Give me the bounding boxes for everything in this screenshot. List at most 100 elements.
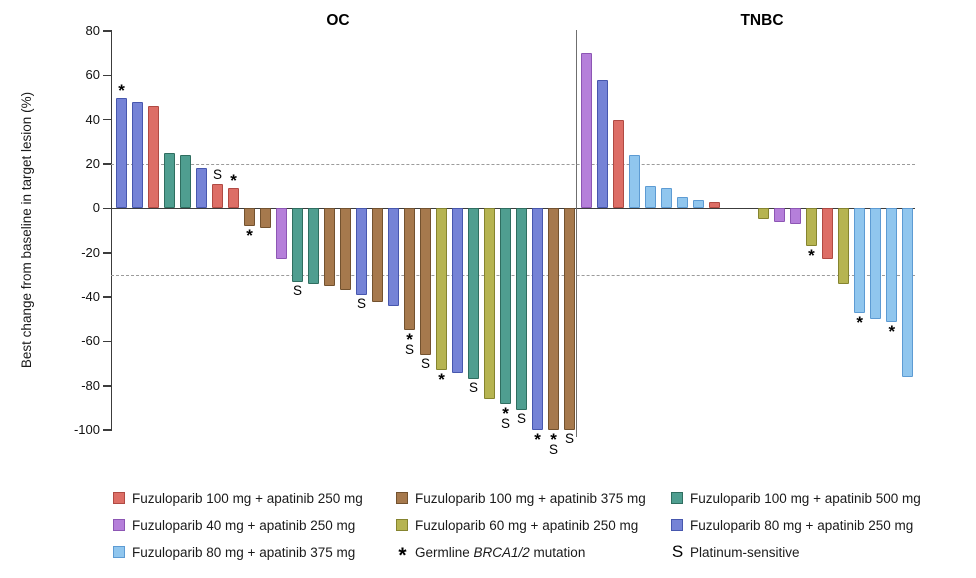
y-axis-line	[110, 30, 112, 431]
bar	[244, 208, 255, 227]
y-tick-mark	[102, 163, 111, 165]
bar	[532, 208, 543, 431]
bar-marks: *	[219, 171, 249, 191]
bar	[580, 53, 592, 209]
bar	[805, 208, 817, 247]
bar	[452, 208, 463, 373]
bar	[709, 201, 721, 209]
bar	[324, 208, 335, 287]
y-tick-mark	[102, 296, 111, 298]
brca-mutation-mark: *	[534, 430, 541, 450]
bar-marks: *	[877, 323, 907, 340]
platinum-sensitive-mark: S	[404, 342, 414, 358]
bar-marks: S	[411, 355, 441, 371]
bar	[661, 188, 673, 209]
legend-label: Fuzuloparib 80 mg + apatinib 375 mg	[132, 544, 356, 560]
platinum-sensitive-mark: S	[420, 355, 430, 371]
platinum-sensitive-mark: S	[564, 431, 574, 447]
bar-marks: * S	[395, 330, 425, 358]
legend-label: Platinum-sensitive	[690, 544, 800, 560]
y-tick-label: -60	[81, 333, 100, 349]
bar	[468, 208, 479, 380]
brca-mutation-mark: *	[118, 80, 125, 100]
platinum-sensitive-mark: S	[516, 411, 526, 427]
bar	[260, 208, 271, 229]
panel-divider	[576, 30, 578, 437]
bar	[484, 208, 495, 400]
y-tick-label: -20	[81, 244, 100, 260]
legend-swatch-purple	[113, 519, 125, 531]
brca-mutation-mark: *	[406, 330, 413, 350]
brca-mutation-mark: *	[502, 403, 509, 423]
bar-marks: *	[523, 430, 553, 450]
bar-marks: S	[347, 297, 377, 311]
platinum-sensitive-mark: S	[548, 442, 558, 458]
bar	[180, 155, 191, 209]
brca-mutation-mark: *	[550, 430, 557, 450]
legend-label: Fuzuloparib 60 mg + apatinib 250 mg	[415, 517, 639, 533]
s-symbol: S	[671, 542, 684, 561]
platinum-sensitive-mark: S	[468, 380, 478, 396]
bar	[164, 152, 175, 209]
bar	[902, 208, 914, 377]
brca-mutation-mark: *	[808, 246, 815, 266]
legend-swatch-red	[113, 492, 125, 504]
bar	[870, 208, 882, 320]
legend-swatch-yellow	[396, 519, 408, 531]
legend-label: Fuzuloparib 80 mg + apatinib 250 mg	[690, 517, 914, 533]
brca-mutation-mark: *	[230, 171, 237, 191]
legend-swatch-lightblue	[113, 546, 125, 558]
bar	[612, 119, 624, 209]
legend-entry-purple: Fuzuloparib 40 mg + apatinib 250 mg	[113, 517, 355, 533]
bar	[292, 208, 303, 282]
y-tick-label: 20	[85, 156, 100, 172]
bar-marks: *	[427, 371, 457, 388]
reference-line--30	[111, 274, 915, 276]
bar	[356, 208, 367, 295]
y-tick-mark	[102, 385, 111, 387]
legend-entry-brca-mutation: * Germline BRCA1/2 mutation	[396, 544, 586, 567]
bar-marks: S	[507, 411, 537, 427]
reference-line-20	[111, 164, 915, 166]
zero-baseline	[111, 207, 915, 210]
bar-marks: *	[796, 246, 826, 266]
bar	[388, 208, 399, 306]
bar	[596, 79, 608, 209]
legend-swatch-blueviolet	[671, 519, 683, 531]
legend-entry-teal: Fuzuloparib 100 mg + apatinib 500 mg	[671, 490, 921, 506]
legend-entry-red: Fuzuloparib 100 mg + apatinib 250 mg	[113, 490, 363, 506]
bar	[196, 168, 207, 209]
bar	[838, 208, 850, 284]
bar-marks: *	[845, 314, 875, 331]
asterisk-symbol: *	[398, 544, 407, 567]
y-axis-title: Best change from baseline in target lesi…	[19, 91, 34, 369]
bar-marks: * S	[491, 403, 521, 431]
bar	[276, 208, 287, 260]
legend-entry-brown: Fuzuloparib 100 mg + apatinib 375 mg	[396, 490, 646, 506]
bar-marks: *	[235, 227, 265, 244]
y-tick-label: 80	[85, 22, 100, 38]
legend-swatch-brown	[396, 492, 408, 504]
legend-swatch-teal	[671, 492, 683, 504]
legend-entry-platinum-sensitive: S Platinum-sensitive	[671, 542, 800, 561]
y-tick-mark	[102, 207, 111, 210]
platinum-sensitive-mark: S	[212, 167, 222, 183]
legend-label: Germline BRCA1/2 mutation	[415, 544, 586, 560]
platinum-sensitive-mark: S	[292, 282, 302, 298]
bar	[789, 208, 801, 224]
bar	[628, 155, 640, 209]
y-tick-mark	[102, 340, 111, 343]
bar	[340, 208, 351, 291]
bar-marks: S	[555, 431, 585, 447]
platinum-sensitive-mark: S	[500, 415, 510, 431]
bar	[854, 208, 866, 313]
y-tick-mark	[102, 252, 111, 254]
y-tick-mark	[102, 429, 111, 431]
y-tick-label: 60	[85, 67, 100, 83]
bar-marks: S	[203, 167, 233, 183]
bar	[821, 208, 833, 260]
bar	[420, 208, 431, 355]
bar	[516, 208, 527, 411]
bar	[116, 97, 127, 209]
